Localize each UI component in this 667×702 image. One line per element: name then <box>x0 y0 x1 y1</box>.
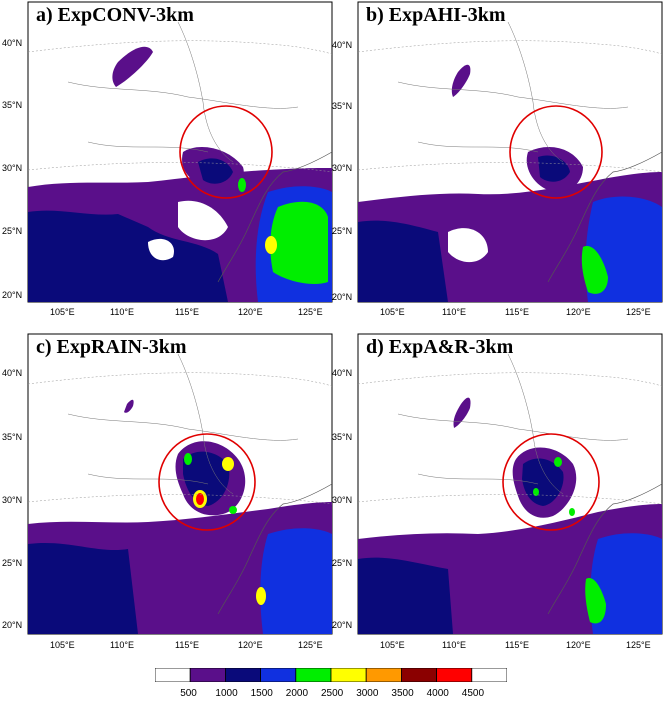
colorbar-label: 3500 <box>391 688 414 699</box>
colorbar <box>155 668 507 682</box>
lon-label: 110°E <box>442 640 466 650</box>
lat-label: 20°N <box>2 290 23 300</box>
lon-label: 115°E <box>505 640 529 650</box>
lon-label: 105°E <box>50 640 75 650</box>
colorbar-swatch <box>155 668 191 682</box>
map-b <box>357 1 663 303</box>
colorbar-swatch <box>471 668 507 682</box>
panel-title: b) ExpAHI-3km <box>366 4 506 26</box>
lat-label: 25°N <box>332 226 353 236</box>
panel-b: b) ExpAHI-3km <box>357 1 663 303</box>
panel-c: c) ExpRAIN-3km <box>27 333 333 635</box>
panel-title: c) ExpRAIN-3km <box>36 336 187 358</box>
lat-label: 30°N <box>332 495 353 505</box>
lat-label: 40°N <box>2 368 23 378</box>
lat-label: 30°N <box>2 495 23 505</box>
lat-label: 25°N <box>332 558 353 568</box>
lon-label: 120°E <box>238 640 263 650</box>
colorbar-label: 1000 <box>215 688 238 699</box>
lon-label: 125°E <box>626 640 651 650</box>
lat-label: 35°N <box>332 432 353 442</box>
colorbar-swatch <box>436 668 473 682</box>
colorbar-label: 500 <box>180 688 197 699</box>
lat-label: 30°N <box>2 163 23 173</box>
map-a <box>27 1 333 303</box>
colorbar-swatch <box>189 668 226 682</box>
lon-label: 105°E <box>50 307 75 317</box>
lat-label: 20°N <box>332 620 353 630</box>
lon-label: 110°E <box>110 307 134 317</box>
lat-label: 40°N <box>332 368 353 378</box>
lon-label: 125°E <box>626 307 651 317</box>
colorbar-label: 4500 <box>461 688 485 699</box>
lon-label: 115°E <box>175 640 199 650</box>
lat-label: 35°N <box>2 432 23 442</box>
lon-label: 105°E <box>380 640 405 650</box>
lon-label: 105°E <box>380 307 405 317</box>
lon-label: 110°E <box>110 640 134 650</box>
colorbar-swatch <box>225 668 262 682</box>
panel-d: d) ExpA&R-3km <box>357 333 663 635</box>
map-c <box>27 333 333 635</box>
colorbar-swatch <box>260 668 297 682</box>
lon-label: 120°E <box>566 640 591 650</box>
lat-label: 25°N <box>2 226 23 236</box>
lon-label: 115°E <box>175 307 199 317</box>
colorbar-label: 4000 <box>426 688 449 699</box>
lon-label: 125°E <box>298 307 323 317</box>
colorbar-swatch <box>295 668 332 682</box>
lat-label: 25°N <box>2 558 23 568</box>
lon-label: 110°E <box>442 307 466 317</box>
lat-label: 20°N <box>2 620 23 630</box>
lon-label: 115°E <box>505 307 529 317</box>
panel-title: d) ExpA&R-3km <box>366 336 514 358</box>
lat-label: 35°N <box>2 100 23 110</box>
colorbar-label: 3000 <box>356 688 379 699</box>
map-d <box>357 333 663 635</box>
lat-label: 40°N <box>332 40 353 50</box>
colorbar-label: 2000 <box>285 688 309 699</box>
colorbar-swatch <box>400 668 437 682</box>
colorbar-swatch <box>365 668 402 682</box>
colorbar-label: 2500 <box>321 688 344 699</box>
lat-label: 40°N <box>2 38 23 48</box>
colorbar-swatch <box>330 668 367 682</box>
colorbar-label: 1500 <box>250 688 273 699</box>
lat-label: 35°N <box>332 101 353 111</box>
lon-label: 120°E <box>566 307 591 317</box>
lon-label: 120°E <box>238 307 263 317</box>
lat-label: 30°N <box>332 163 353 173</box>
lon-label: 125°E <box>298 640 323 650</box>
panel-a: a) ExpCONV-3km <box>27 1 333 303</box>
panel-title: a) ExpCONV-3km <box>36 4 194 26</box>
lat-label: 20°N <box>332 292 353 302</box>
